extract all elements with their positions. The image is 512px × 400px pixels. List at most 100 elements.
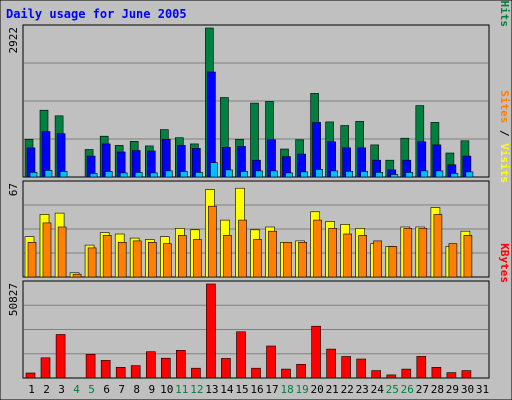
x-tick-label: 2 [43,383,50,396]
x-tick-label: 6 [103,383,110,396]
x-tick-label: 18 [280,383,293,396]
bar-pages-day-12 [195,172,203,178]
bar-kbytes-day-1 [25,372,36,379]
legend-entry: Hits [498,1,511,28]
x-tick-label: 28 [431,383,444,396]
bar-files-day-20 [312,122,321,178]
panel-kbytes: 50827 KBytes [7,243,511,379]
bar-kbytes-day-16 [251,367,261,379]
bar-sites-day-17 [268,230,277,278]
x-tick-label: 26 [401,383,414,396]
bar-sites-day-27 [418,228,428,278]
bar-sites-day-11 [178,235,187,278]
bar-kbytes-day-9 [146,351,156,379]
bar-sites-day-20 [313,219,322,278]
bar-sites-day-10 [163,243,172,278]
x-tick-label: 7 [118,383,125,396]
x-tick-label: 13 [205,383,218,396]
panel-max-label: 67 [7,183,20,196]
x-tick-label: 16 [250,383,263,396]
bar-sites-day-14 [223,235,232,278]
x-tick-label: 25 [386,383,399,396]
x-tick-label: 31 [476,383,489,396]
bar-kbytes-day-23 [356,358,367,379]
chart-panels: 2922 Pages / Files / Hits 67 Sites / Visits… [7,0,511,379]
bar-sites-day-3 [57,226,67,278]
bar-kbytes-day-28 [431,366,442,379]
x-tick-label: 30 [461,383,474,396]
panel-legend: KBytes [498,243,511,283]
bar-kbytes-day-27 [416,356,427,379]
bar-pages-day-29 [450,173,459,178]
bar-pages-day-11 [180,171,188,178]
bar-sites-day-7 [117,242,127,278]
bar-pages-day-7 [119,172,128,178]
bar-kbytes-day-30 [461,370,472,379]
bar-pages-day-19 [300,171,308,178]
bar-pages-day-14 [225,169,233,178]
bar-kbytes-day-11 [176,349,186,379]
bar-sites-day-30 [463,235,473,278]
bar-pages-day-18 [285,172,293,178]
bar-kbytes-day-21 [326,348,336,379]
x-tick-label: 17 [265,383,278,396]
bar-sites-day-9 [148,242,157,278]
bar-sites-day-13 [208,205,217,278]
bar-kbytes-day-12 [191,367,201,379]
chart-title: Daily usage for June 2005 [6,7,187,21]
x-tick-label: 4 [73,383,80,396]
x-tick-label: 12 [190,383,203,396]
bar-kbytes-day-22 [341,356,352,379]
panel-visits-sites: 67 Sites / Visits [7,90,511,278]
bar-sites-day-29 [448,243,458,278]
bar-kbytes-day-8 [130,365,141,379]
legend-entry: / [498,123,511,143]
bar-pages-day-24 [375,172,384,178]
bar-kbytes-day-29 [446,372,457,379]
bar-kbytes-day-19 [296,363,306,379]
bar-kbytes-day-25 [386,374,397,379]
bar-kbytes-day-18 [281,368,291,379]
bar-sites-day-15 [238,219,247,278]
bar-pages-day-6 [104,171,113,178]
x-tick-label: 27 [416,383,429,396]
bar-pages-day-13 [210,162,218,178]
bar-files-day-13 [207,71,216,178]
bar-sites-day-25 [388,246,398,278]
bar-kbytes-day-3 [55,334,66,379]
bar-kbytes-day-24 [371,370,382,379]
panel-legend: Sites / Visits [498,90,511,183]
bar-pages-day-23 [360,171,369,178]
bar-pages-day-27 [420,170,429,178]
bar-pages-day-16 [255,170,263,178]
bar-sites-day-26 [403,228,413,278]
x-tick-label: 8 [133,383,140,396]
bar-sites-day-12 [193,239,202,278]
bar-pages-day-15 [240,171,248,178]
panel-hits-files-pages: 2922 Pages / Files / Hits [7,0,511,178]
bar-kbytes-day-5 [85,353,96,379]
x-tick-label: 5 [88,383,95,396]
x-tick-label: 24 [371,383,385,396]
bar-sites-day-22 [343,233,353,278]
bar-pages-day-8 [134,172,143,178]
bar-files-day-3 [56,133,66,178]
bar-sites-day-21 [328,228,337,278]
x-tick-label: 15 [235,383,248,396]
bar-sites-day-8 [132,240,142,278]
x-tick-label: 14 [220,383,234,396]
bar-sites-day-28 [433,214,443,278]
bar-kbytes-day-20 [311,325,321,379]
x-tick-label: 19 [295,383,308,396]
bar-pages-day-2 [44,170,53,178]
panel-legend: Pages / Files / Hits [498,0,511,27]
bar-sites-day-6 [102,235,112,278]
x-tick-label: 21 [326,383,339,396]
legend-entry: Sites [498,90,511,123]
bar-pages-day-22 [345,171,354,178]
bar-sites-day-1 [27,242,37,278]
bar-pages-day-20 [315,169,323,178]
bar-kbytes-day-10 [161,357,171,379]
x-tick-label: 22 [341,383,354,396]
